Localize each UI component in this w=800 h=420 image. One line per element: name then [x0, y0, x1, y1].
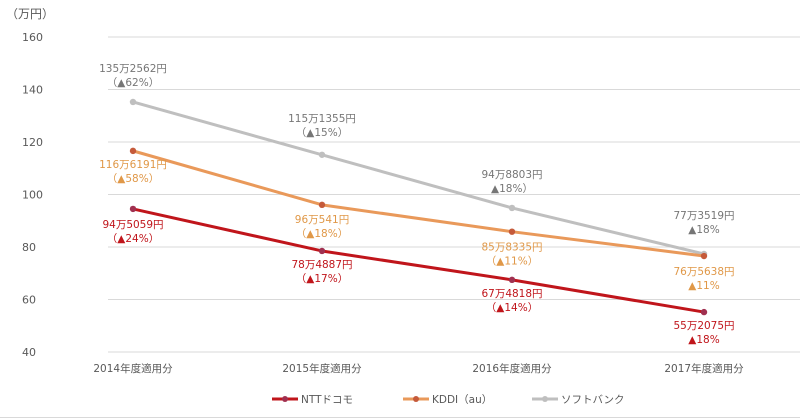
series-line [131, 149, 706, 258]
x-axis-categories: 2014年度適用分 2015年度適用分 2016年度適用分 2017年度適用分 [93, 362, 744, 375]
data-label-value: 85万8335円 [481, 242, 542, 254]
data-label-change: （▲24%） [107, 233, 159, 245]
series-1 [129, 147, 708, 260]
legend-label: ソフトバンク [561, 394, 625, 406]
x-category-label: 2016年度適用分 [472, 362, 552, 375]
data-label-change: （▲14%） [486, 302, 538, 314]
data-label-value: 135万2562円 [99, 63, 167, 75]
series-line [131, 207, 706, 314]
legend-marker [282, 396, 288, 402]
data-label-value: 115万1355円 [288, 113, 356, 125]
data-point [508, 276, 516, 284]
y-axis-ticks: 40 60 80 100 120 140 160 [22, 31, 43, 359]
legend: NTTドコモ KDDI（au） ソフトバンク [272, 394, 625, 406]
data-label-change: ▲18%） [491, 183, 533, 195]
x-category-label: 2017年度適用分 [664, 362, 744, 375]
legend-item-0: NTTドコモ [272, 394, 353, 406]
legend-item-2: ソフトバンク [532, 394, 625, 406]
data-label-change: （▲62%） [107, 77, 159, 89]
y-tick-label: 100 [22, 189, 43, 202]
data-point [508, 228, 516, 235]
data-label-value: 67万4818円 [481, 288, 542, 300]
series-0 [129, 205, 708, 316]
series-lines [129, 98, 708, 316]
data-label-value: 94万8803円 [481, 169, 542, 181]
data-label-value: 76万5638円 [673, 266, 734, 278]
data-point [129, 147, 137, 155]
data-label-change: （▲11%） [486, 256, 538, 268]
legend-marker [542, 396, 548, 402]
data-label-value: 77万3519円 [673, 210, 734, 222]
data-point [129, 98, 137, 106]
data-label-value: 55万2075円 [673, 320, 734, 332]
legend-label: KDDI（au） [432, 394, 492, 406]
gridlines [108, 36, 800, 353]
data-label-change: ▲11% [688, 280, 719, 292]
bottom-divider [0, 417, 800, 418]
x-category-label: 2014年度適用分 [93, 362, 173, 375]
data-point [700, 252, 708, 260]
series-line [131, 100, 706, 256]
data-label-change: （▲18%） [296, 228, 348, 240]
data-label-value: 96万541円 [295, 214, 349, 226]
y-axis-unit-label: （万円） [6, 7, 54, 21]
data-labels: 94万5059円 （▲24%） 78万4887円 （▲17%） 67万4818円 （▲14… [99, 63, 734, 346]
data-point [700, 308, 708, 316]
legend-marker [413, 396, 419, 402]
data-point [318, 247, 326, 255]
y-tick-label: 80 [22, 241, 36, 254]
x-category-label: 2015年度適用分 [282, 362, 362, 375]
data-point [318, 201, 326, 209]
data-point [129, 205, 137, 213]
data-point [508, 204, 516, 212]
y-tick-label: 160 [22, 31, 43, 44]
data-label-change: （▲58%） [107, 173, 159, 185]
data-label-change: ▲18% [688, 224, 719, 236]
y-tick-label: 60 [22, 294, 36, 307]
y-tick-label: 140 [22, 84, 43, 97]
data-label-change: ▲18% [688, 334, 719, 346]
series-2 [129, 98, 708, 258]
data-point [318, 151, 326, 158]
data-label-change: （▲15%） [296, 127, 348, 139]
data-label-change: （▲17%） [296, 273, 348, 285]
y-tick-label: 120 [22, 136, 43, 149]
legend-item-1: KDDI（au） [403, 394, 492, 406]
y-tick-label: 40 [22, 346, 36, 359]
data-label-value: 94万5059円 [102, 219, 163, 231]
data-label-value: 116万6191円 [99, 159, 167, 171]
data-label-value: 78万4887円 [291, 259, 352, 271]
legend-label: NTTドコモ [301, 394, 353, 406]
